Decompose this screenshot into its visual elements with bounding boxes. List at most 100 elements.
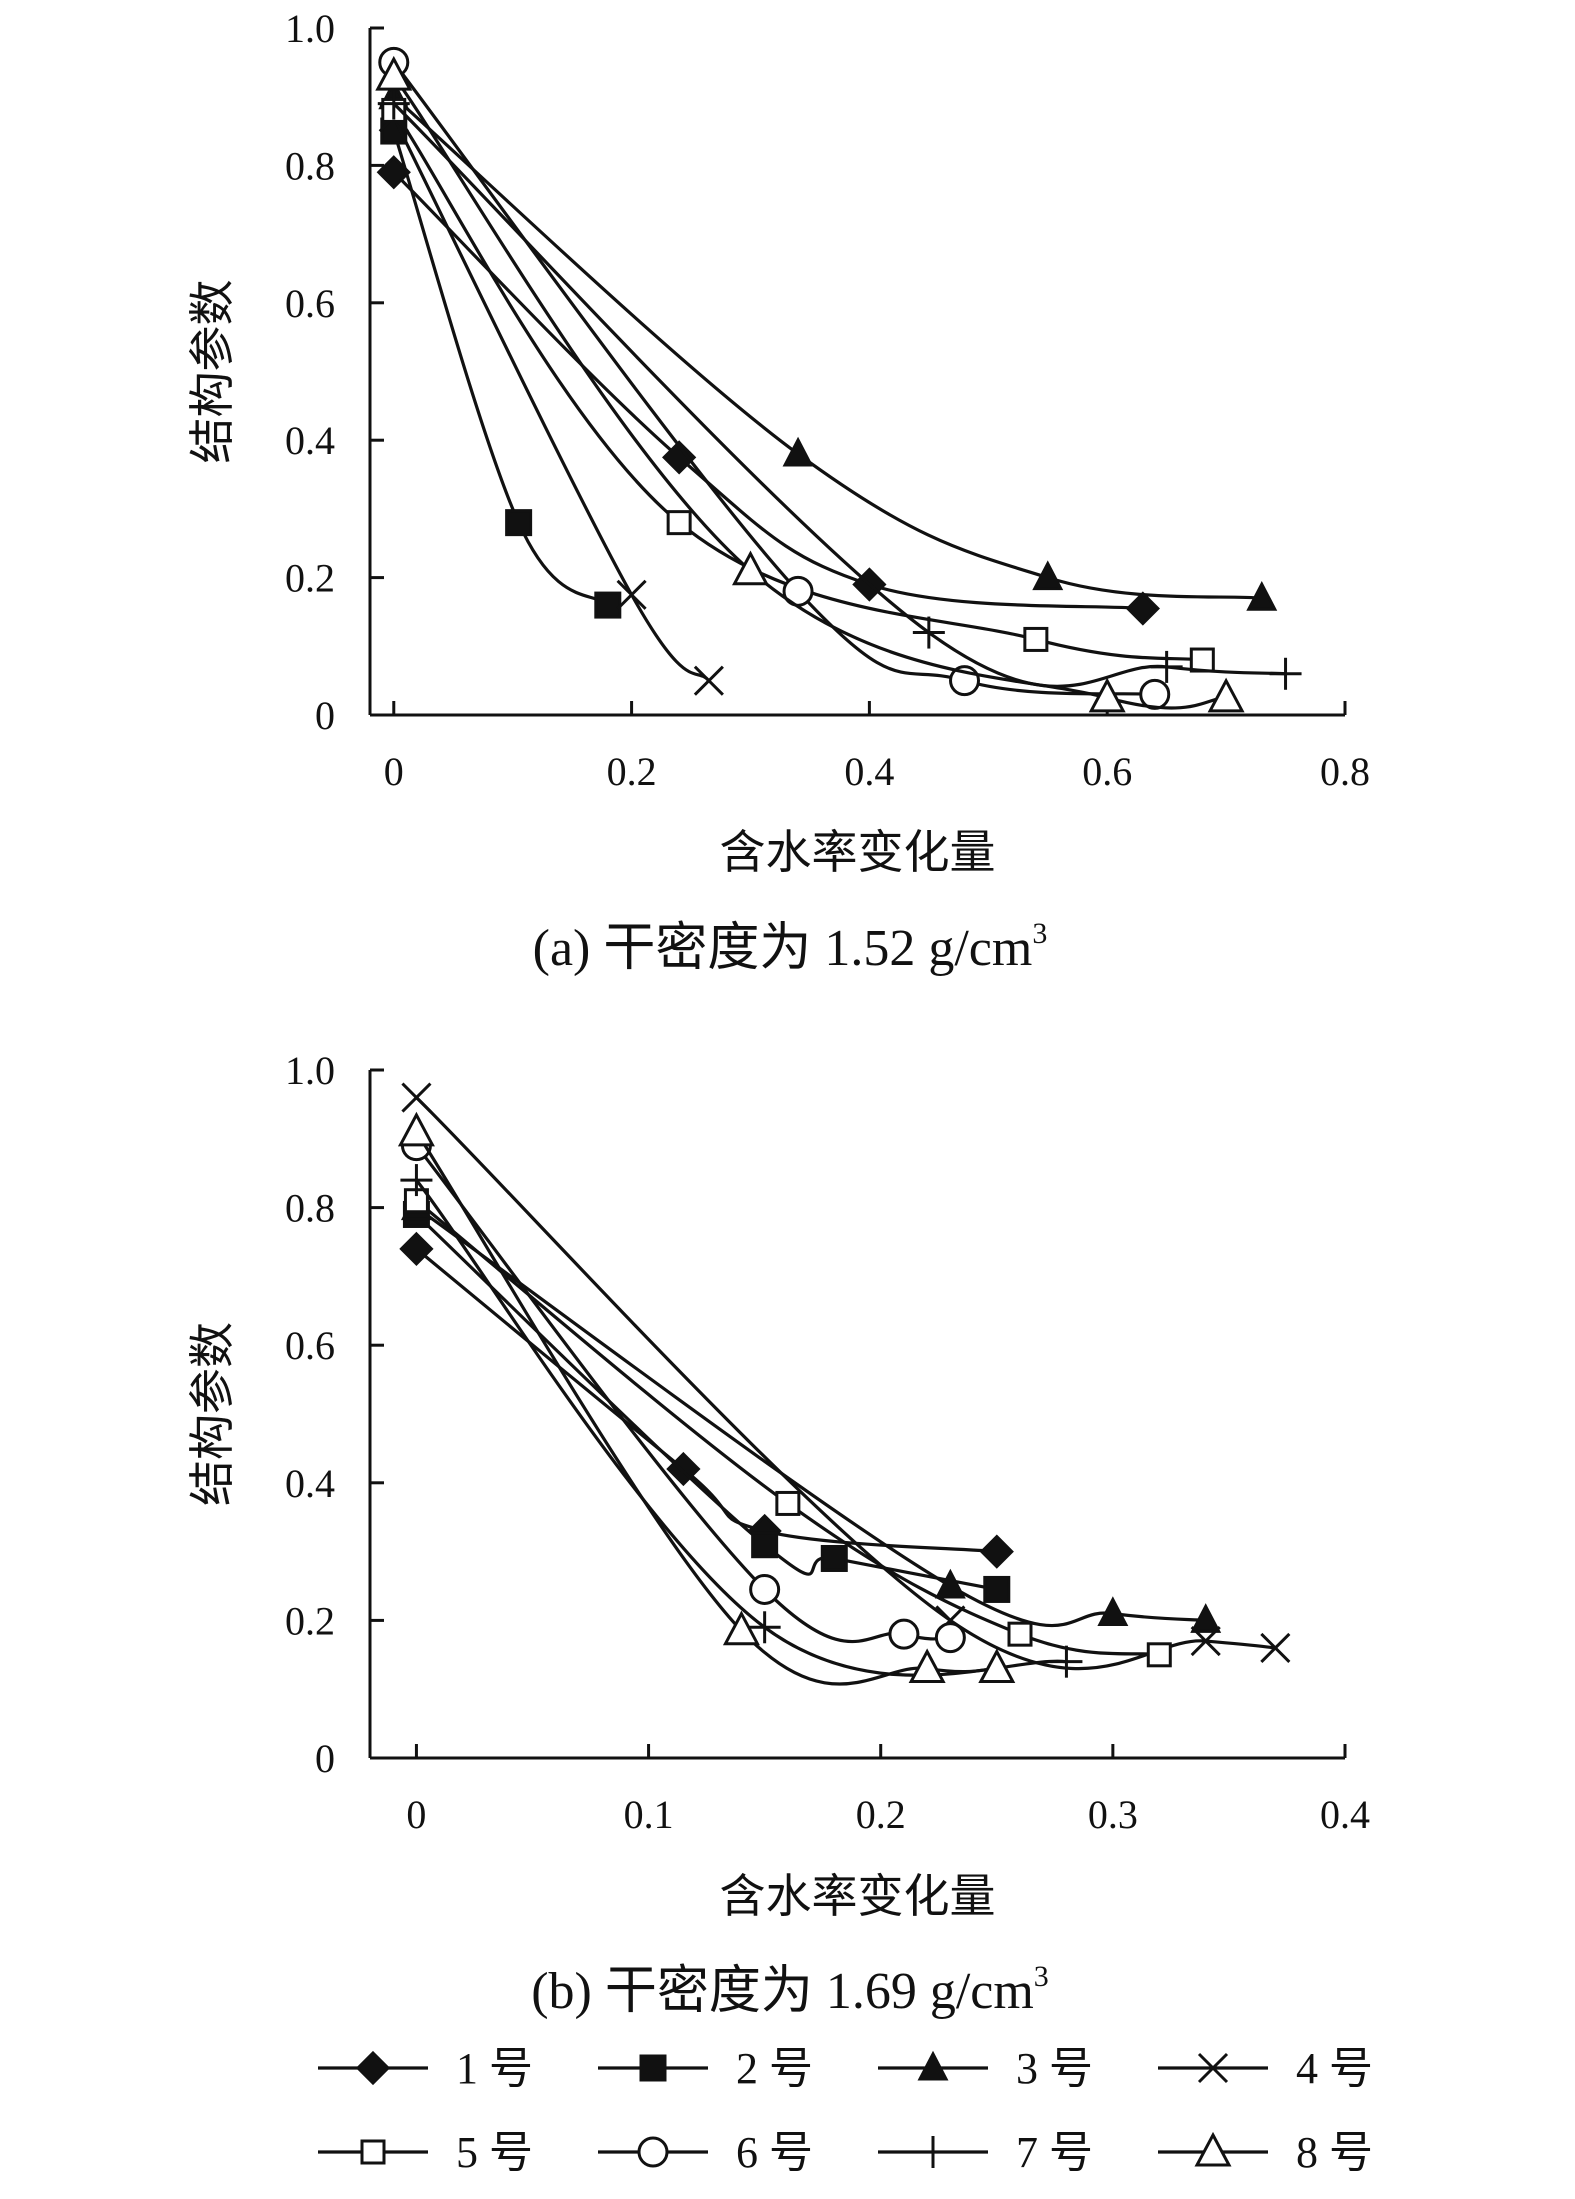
panel-b-series-3-point-3 <box>1097 1596 1129 1627</box>
chart-panel-a: 0 0.2 0.4 0.6 0.8 1.0 0 0.2 0.4 0.6 0.8 含水率变化量 结构参数 (… <box>187 6 1370 977</box>
panel-b-series-4-point-3-stroke-2 <box>1190 1625 1221 1657</box>
legend-entry-8-label: 8 号 <box>1296 2128 1373 2177</box>
panel-b-series-6-point-4-shape <box>934 1622 966 1654</box>
legend-entry-4-marker <box>1197 2052 1229 2084</box>
panel-b-ytick-label-1: 0.2 <box>285 1598 335 1643</box>
panel-a-series-5-point-3 <box>1023 626 1049 652</box>
panel-b-series-3-point-4 <box>1190 1603 1222 1633</box>
panel-b-series-2-point-3 <box>820 1544 848 1572</box>
legend-entry-2-label: 2 号 <box>736 2044 813 2093</box>
panel-a-series-1-point-4 <box>1125 591 1160 626</box>
panel-b-caption-superscript: 3 <box>1034 1960 1049 1993</box>
panel-b-series-1-point-4-shape <box>979 1534 1014 1569</box>
panel-a-series-8-point-3 <box>1088 677 1126 713</box>
panel-a-caption-text: (a) 干密度为 1.52 g/cm <box>533 920 1033 977</box>
panel-b-caption-text: (b) 干密度为 1.69 g/cm <box>531 1963 1034 2020</box>
legend-entry-1-marker-shape <box>355 2050 391 2086</box>
panel-b-series-6-line <box>415 1144 951 1644</box>
panel-b-series-8-point-3 <box>908 1648 946 1684</box>
legend-entry-5-marker <box>360 2139 386 2165</box>
panel-b-series-7-point-3 <box>1050 1645 1083 1678</box>
panel-b-series-8-line <box>415 1131 997 1686</box>
panel-a-series-8 <box>375 55 1245 713</box>
panel-b-series-4-line <box>415 1096 1276 1671</box>
panel-b-series-4-point-4 <box>1260 1632 1291 1663</box>
panel-a-xtick-label-4: 0.8 <box>1320 749 1370 794</box>
panel-a-xtick-label-2: 0.4 <box>844 749 894 794</box>
panel-b-series-8-point-3-shape <box>908 1648 946 1684</box>
legend-entry-6: 6 号 <box>598 2128 813 2177</box>
panel-a-series-8-point-3-shape <box>1088 677 1126 713</box>
panel-a-series-1 <box>376 155 1160 626</box>
panel-b-series-2-point-4 <box>983 1575 1011 1603</box>
panel-a-ytick-label-1: 0.2 <box>285 556 335 601</box>
panel-a-series-3-point-2 <box>782 436 814 467</box>
panel-b-series-4-point-1 <box>401 1082 432 1113</box>
panel-a-ytick-label-5: 1.0 <box>285 6 335 51</box>
panel-a-series-8-point-2 <box>731 550 769 586</box>
panel-a-series-3-point-4 <box>1246 580 1278 611</box>
panel-b-ytick-label-4: 0.8 <box>285 1186 335 1231</box>
panel-b-series-6-point-4 <box>934 1622 966 1654</box>
panel-a-series-5-point-2 <box>666 510 692 536</box>
panel-a-series-2-point-2 <box>505 509 533 537</box>
panel-a-series-5-point-4-shape <box>1189 647 1215 673</box>
legend-entry-6-label: 6 号 <box>736 2128 813 2177</box>
panel-a-series-5-line <box>392 109 1203 662</box>
panel-b-xtick-label-2: 0.2 <box>856 1792 906 1837</box>
panel-b-series-8-point-1-shape <box>397 1111 435 1147</box>
panel-b-series-4 <box>401 1082 1291 1671</box>
panel-a-y-axis-title: 结构参数 <box>187 280 238 464</box>
panel-a-series-8-point-1 <box>375 55 413 91</box>
panel-a-series-4-point-2 <box>616 579 647 610</box>
panel-b-xtick-label-3: 0.3 <box>1088 1792 1138 1837</box>
panel-a-caption-superscript: 3 <box>1032 917 1047 950</box>
panel-b-series-3-point-2-shape <box>934 1568 966 1599</box>
legend-entry-3-marker-shape <box>917 2050 949 2081</box>
panel-a-xtick-label-3: 0.6 <box>1082 749 1132 794</box>
panel-b-xtick-label-4: 0.4 <box>1320 1792 1370 1837</box>
panel-a-series-5 <box>381 97 1215 673</box>
legend-entry-4-label: 4 号 <box>1296 2044 1373 2093</box>
panel-b-series-3-point-4-shape <box>1190 1603 1222 1633</box>
panel-b-series-3-point-3-shape <box>1097 1596 1129 1627</box>
panel-b-series-4-point-3 <box>1190 1625 1221 1657</box>
legend: 1 号 2 号 3 号 4 号 5 号 6 号 7 号 8 号 <box>318 2044 1373 2177</box>
panel-b-series-3-point-2 <box>934 1568 966 1599</box>
panel-a-series-8-line <box>392 75 1227 710</box>
panel-b-series-5-point-2-shape <box>775 1490 801 1516</box>
panel-b-series-7-point-2 <box>748 1611 781 1644</box>
panel-b-series-5-point-4 <box>1146 1642 1172 1668</box>
panel-a-ytick-label-4: 0.8 <box>285 143 335 188</box>
legend-entry-8-marker <box>1194 2131 1232 2167</box>
panel-a-series-4-point-2-stroke-2 <box>616 579 647 610</box>
panel-a-series-7 <box>377 87 1302 690</box>
legend-entry-1-marker <box>355 2050 391 2086</box>
panel-a-series-1-line <box>392 171 1144 611</box>
panel-b-series-2-point-3-shape <box>820 1544 848 1572</box>
panel-a-series-4-point-3-stroke-2 <box>693 665 724 696</box>
panel-a-series-4-line <box>392 116 711 682</box>
legend-entry-6-marker <box>637 2136 669 2168</box>
panel-a-series-3-point-3-shape <box>1032 560 1064 591</box>
panel-b-series-7-line <box>415 1179 1067 1677</box>
panel-b-series-6-point-3 <box>888 1618 920 1650</box>
panel-a-series-2-point-2-shape <box>505 509 533 537</box>
legend-entry-3-marker <box>917 2050 949 2081</box>
panel-b-series-6-point-3-shape <box>888 1618 920 1650</box>
panel-a-series-7-point-2 <box>912 616 945 649</box>
panel-a-series-2-point-3-shape <box>594 591 622 619</box>
panel-b-series-5-line <box>415 1199 1160 1657</box>
panel-a-series-1-point-2-shape <box>662 440 697 475</box>
panel-b-ytick-label-5: 1.0 <box>285 1048 335 1093</box>
panel-b-series-4-point-1-stroke-2 <box>401 1082 432 1113</box>
panel-a-series-3-point-3 <box>1032 560 1064 591</box>
legend-entry-5-label: 5 号 <box>456 2128 533 2177</box>
legend-entry-6-marker-shape <box>637 2136 669 2168</box>
panel-b-x-axis-title: 含水率变化量 <box>720 1871 996 1922</box>
panel-a-series-4 <box>378 102 724 696</box>
panel-b-series-8-point-1 <box>397 1111 435 1147</box>
legend-entry-3-label: 3 号 <box>1016 2044 1093 2093</box>
panel-b-series-8-point-4-shape <box>978 1648 1016 1684</box>
